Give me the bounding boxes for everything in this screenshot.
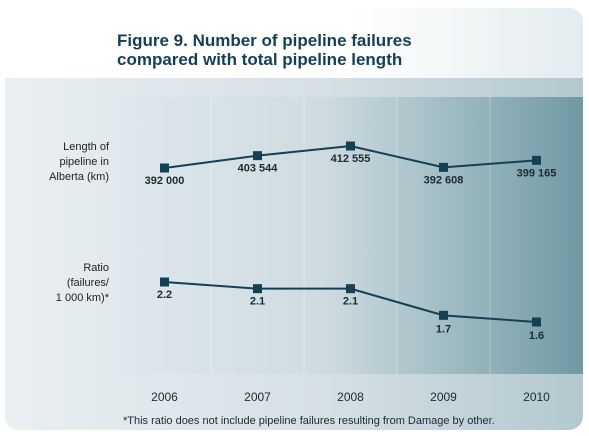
data-point-marker <box>439 162 448 172</box>
series-name-line: (failures/ <box>67 277 110 289</box>
x-tick-label: 2010 <box>523 390 550 404</box>
series-name-line: Length of <box>63 141 110 153</box>
footnote: *This ratio does not include pipeline fa… <box>123 415 495 427</box>
series-name-line: Ratio <box>83 262 109 274</box>
data-point-marker <box>160 163 169 173</box>
data-label: 1.7 <box>436 323 451 335</box>
data-point-marker <box>253 284 262 294</box>
series-name-line: pipeline in <box>59 156 109 168</box>
x-tick-label: 2009 <box>430 390 457 404</box>
data-label: 2.1 <box>343 296 358 308</box>
figure-title: Figure 9. Number of pipeline failures co… <box>117 31 412 69</box>
data-label: 412 555 <box>331 153 371 165</box>
title-line-2: compared with total pipeline length <box>117 50 403 69</box>
data-label: 2.1 <box>250 296 265 308</box>
data-point-marker <box>532 155 541 165</box>
data-label: 399 165 <box>517 167 557 179</box>
data-point-marker <box>439 310 448 320</box>
x-tick-label: 2007 <box>244 390 271 404</box>
data-point-marker <box>346 141 355 151</box>
pipeline-chart: 2006 2007 2008 2009 2010 Length of pipeline in… <box>49 97 583 404</box>
data-point-marker <box>253 151 262 161</box>
title-line-1: Figure 9. Number of pipeline failures <box>117 31 412 50</box>
x-tick-label: 2008 <box>337 390 364 404</box>
data-label: 1.6 <box>529 330 544 342</box>
data-label: 2.2 <box>157 289 172 301</box>
series-name-line: Alberta (km) <box>49 171 109 183</box>
data-point-marker <box>346 284 355 294</box>
figure-card: Figure 9. Number of pipeline failures co… <box>5 8 583 430</box>
data-point-marker <box>532 317 541 327</box>
data-label: 403 544 <box>238 163 279 175</box>
figure-header <box>5 8 583 78</box>
plot-background <box>118 97 583 374</box>
x-tick-label: 2006 <box>151 390 178 404</box>
data-label: 392 000 <box>145 175 185 187</box>
series-name-line: 1 000 km)* <box>56 292 110 304</box>
data-label: 392 608 <box>424 174 464 186</box>
data-point-marker <box>160 277 169 287</box>
